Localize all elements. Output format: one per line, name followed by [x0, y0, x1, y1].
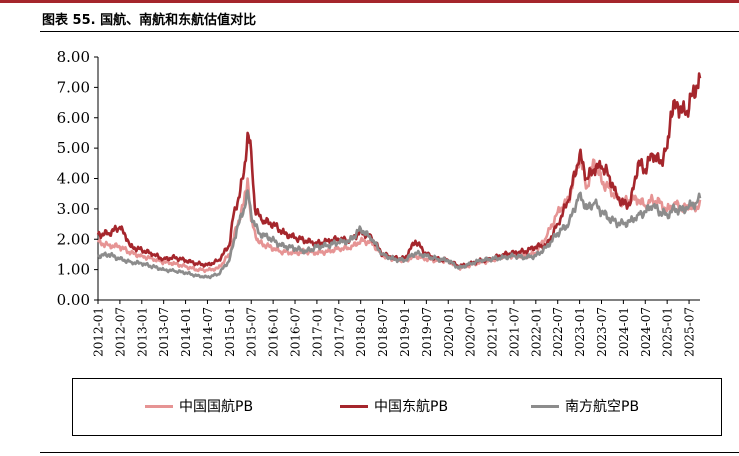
x-tick-label: 2020-01: [442, 307, 456, 357]
legend-item-china-southern: 南方航空PB: [531, 396, 639, 416]
x-tick-label: 2017-07: [332, 307, 346, 357]
y-tick-label: 7.00: [57, 78, 90, 96]
y-tick-label: 6.00: [57, 109, 90, 127]
x-tick-label: 2015-01: [223, 307, 237, 357]
x-tick-label: 2022-01: [529, 307, 543, 357]
legend-label-china-eastern: 中国东航PB: [374, 399, 449, 415]
legend-label-air-china: 中国国航PB: [179, 399, 254, 415]
y-tick-label: 2.00: [57, 230, 90, 248]
x-tick-label: 2024-07: [639, 307, 653, 357]
x-tick-label: 2021-07: [507, 307, 521, 357]
x-tick-label: 2019-01: [398, 307, 412, 357]
x-tick-label: 2013-01: [135, 307, 149, 357]
x-tick-label: 2012-01: [92, 307, 106, 357]
x-tick-label: 2020-07: [464, 307, 478, 357]
chart-legend: 中国国航PB 中国东航PB 南方航空PB: [72, 378, 722, 436]
series-line-china-southern: [97, 189, 702, 280]
x-tick-label: 2012-07: [113, 307, 127, 357]
y-tick-label: 5.00: [57, 139, 90, 157]
y-tick-label: 0.00: [57, 291, 90, 309]
x-tick-label: 2018-01: [354, 307, 368, 357]
y-tick-label: 8.00: [57, 48, 90, 66]
x-tick-label: 2025-07: [683, 307, 697, 357]
x-tick-label: 2019-07: [420, 307, 434, 357]
x-tick-label: 2014-07: [201, 307, 215, 357]
series-line-china-eastern: [96, 72, 702, 269]
x-tick-label: 2017-01: [310, 307, 324, 357]
x-tick-label: 2021-01: [486, 307, 500, 357]
legend-swatch-air-china: [145, 404, 173, 408]
line-chart: 0.00 1.00 2.00 3.00 4.00 5.00 6.00 7.00 8.00 2012…: [57, 48, 702, 357]
x-tick-label: 2022-07: [551, 307, 565, 357]
x-tick-label: 2023-01: [573, 307, 587, 357]
title-divider: [40, 31, 739, 32]
x-tick-label: 2025-01: [661, 307, 675, 357]
x-tick-label: 2015-07: [245, 307, 259, 357]
y-tick-label: 1.00: [57, 261, 90, 279]
x-tick-label: 2014-01: [179, 307, 193, 357]
legend-item-air-china: 中国国航PB: [145, 396, 253, 416]
legend-item-china-eastern: 中国东航PB: [340, 396, 448, 416]
x-tick-label: 2016-07: [289, 307, 303, 357]
y-tick-label: 3.00: [57, 200, 90, 218]
legend-swatch-china-eastern: [340, 404, 368, 408]
legend-label-china-southern: 南方航空PB: [565, 399, 640, 415]
x-tick-label: 2016-01: [267, 307, 281, 357]
bottom-divider: [40, 452, 739, 453]
y-tick-label: 4.00: [57, 170, 90, 188]
x-tick-label: 2013-07: [157, 307, 171, 357]
x-tick-label: 2018-07: [376, 307, 390, 357]
x-tick-label: 2024-01: [617, 307, 631, 357]
legend-swatch-china-southern: [531, 404, 559, 408]
series-line-air-china: [96, 155, 702, 274]
top-accent-rule: [0, 0, 739, 3]
figure-title: 图表 55. 国航、南航和东航估值对比: [42, 13, 257, 28]
x-tick-label: 2023-07: [595, 307, 609, 357]
